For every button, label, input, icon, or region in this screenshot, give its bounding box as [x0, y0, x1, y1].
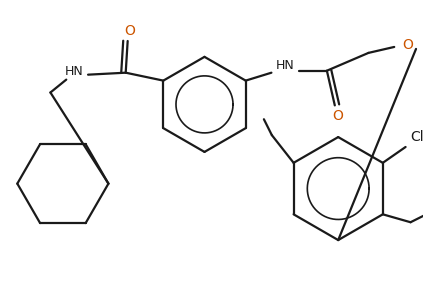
Text: O: O: [403, 38, 414, 52]
Text: HN: HN: [276, 59, 295, 72]
Text: Cl: Cl: [411, 130, 424, 144]
Text: O: O: [332, 109, 343, 123]
Text: O: O: [124, 24, 135, 38]
Text: HN: HN: [65, 65, 83, 78]
